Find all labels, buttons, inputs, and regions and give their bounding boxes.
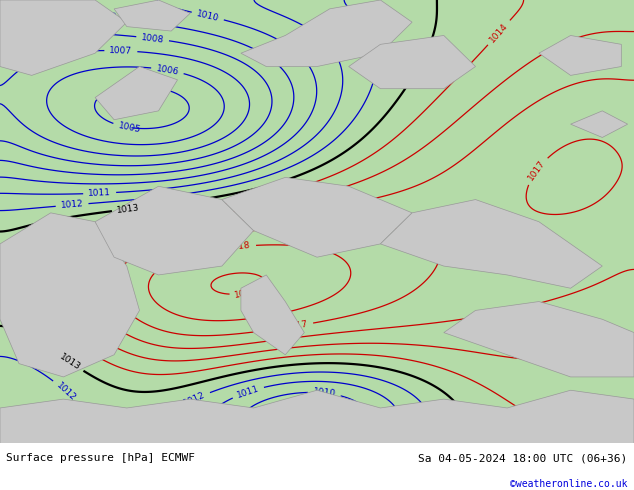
Text: Sa 04-05-2024 18:00 UTC (06+36): Sa 04-05-2024 18:00 UTC (06+36)	[418, 453, 628, 464]
Polygon shape	[95, 67, 178, 120]
Text: 1014: 1014	[488, 21, 510, 44]
Polygon shape	[241, 0, 412, 67]
Text: 1011: 1011	[236, 384, 261, 400]
Text: 1017: 1017	[285, 319, 309, 332]
Text: 1005: 1005	[117, 121, 141, 134]
Text: 1010: 1010	[313, 388, 336, 399]
Text: ©weatheronline.co.uk: ©weatheronline.co.uk	[510, 479, 628, 490]
Text: 1016: 1016	[259, 210, 283, 222]
Polygon shape	[222, 177, 412, 257]
Text: 1011: 1011	[88, 188, 112, 198]
Text: 1007: 1007	[109, 46, 133, 56]
Text: 1012: 1012	[183, 390, 207, 408]
Text: 1006: 1006	[155, 64, 179, 76]
Polygon shape	[51, 18, 114, 49]
Polygon shape	[380, 199, 602, 288]
Polygon shape	[0, 213, 139, 377]
Polygon shape	[444, 301, 634, 377]
Text: 1008: 1008	[141, 33, 165, 45]
Text: Surface pressure [hPa] ECMWF: Surface pressure [hPa] ECMWF	[6, 453, 195, 464]
Text: 1013: 1013	[117, 203, 140, 215]
Polygon shape	[349, 35, 476, 89]
Polygon shape	[571, 111, 628, 138]
Text: 1013: 1013	[58, 352, 82, 372]
Text: 1012: 1012	[55, 381, 77, 403]
Text: 1009: 1009	[282, 405, 301, 429]
Polygon shape	[0, 0, 127, 75]
Text: 1019: 1019	[234, 286, 258, 299]
Text: 1018: 1018	[228, 241, 252, 252]
Text: 1010: 1010	[195, 9, 220, 23]
Polygon shape	[539, 35, 621, 75]
Text: 1009: 1009	[94, 10, 118, 23]
Text: 1015: 1015	[181, 212, 205, 224]
Text: 1017: 1017	[526, 159, 547, 183]
Polygon shape	[95, 186, 254, 275]
Text: 1012: 1012	[60, 199, 84, 210]
Polygon shape	[114, 0, 190, 31]
Polygon shape	[241, 275, 304, 355]
Polygon shape	[0, 390, 634, 443]
